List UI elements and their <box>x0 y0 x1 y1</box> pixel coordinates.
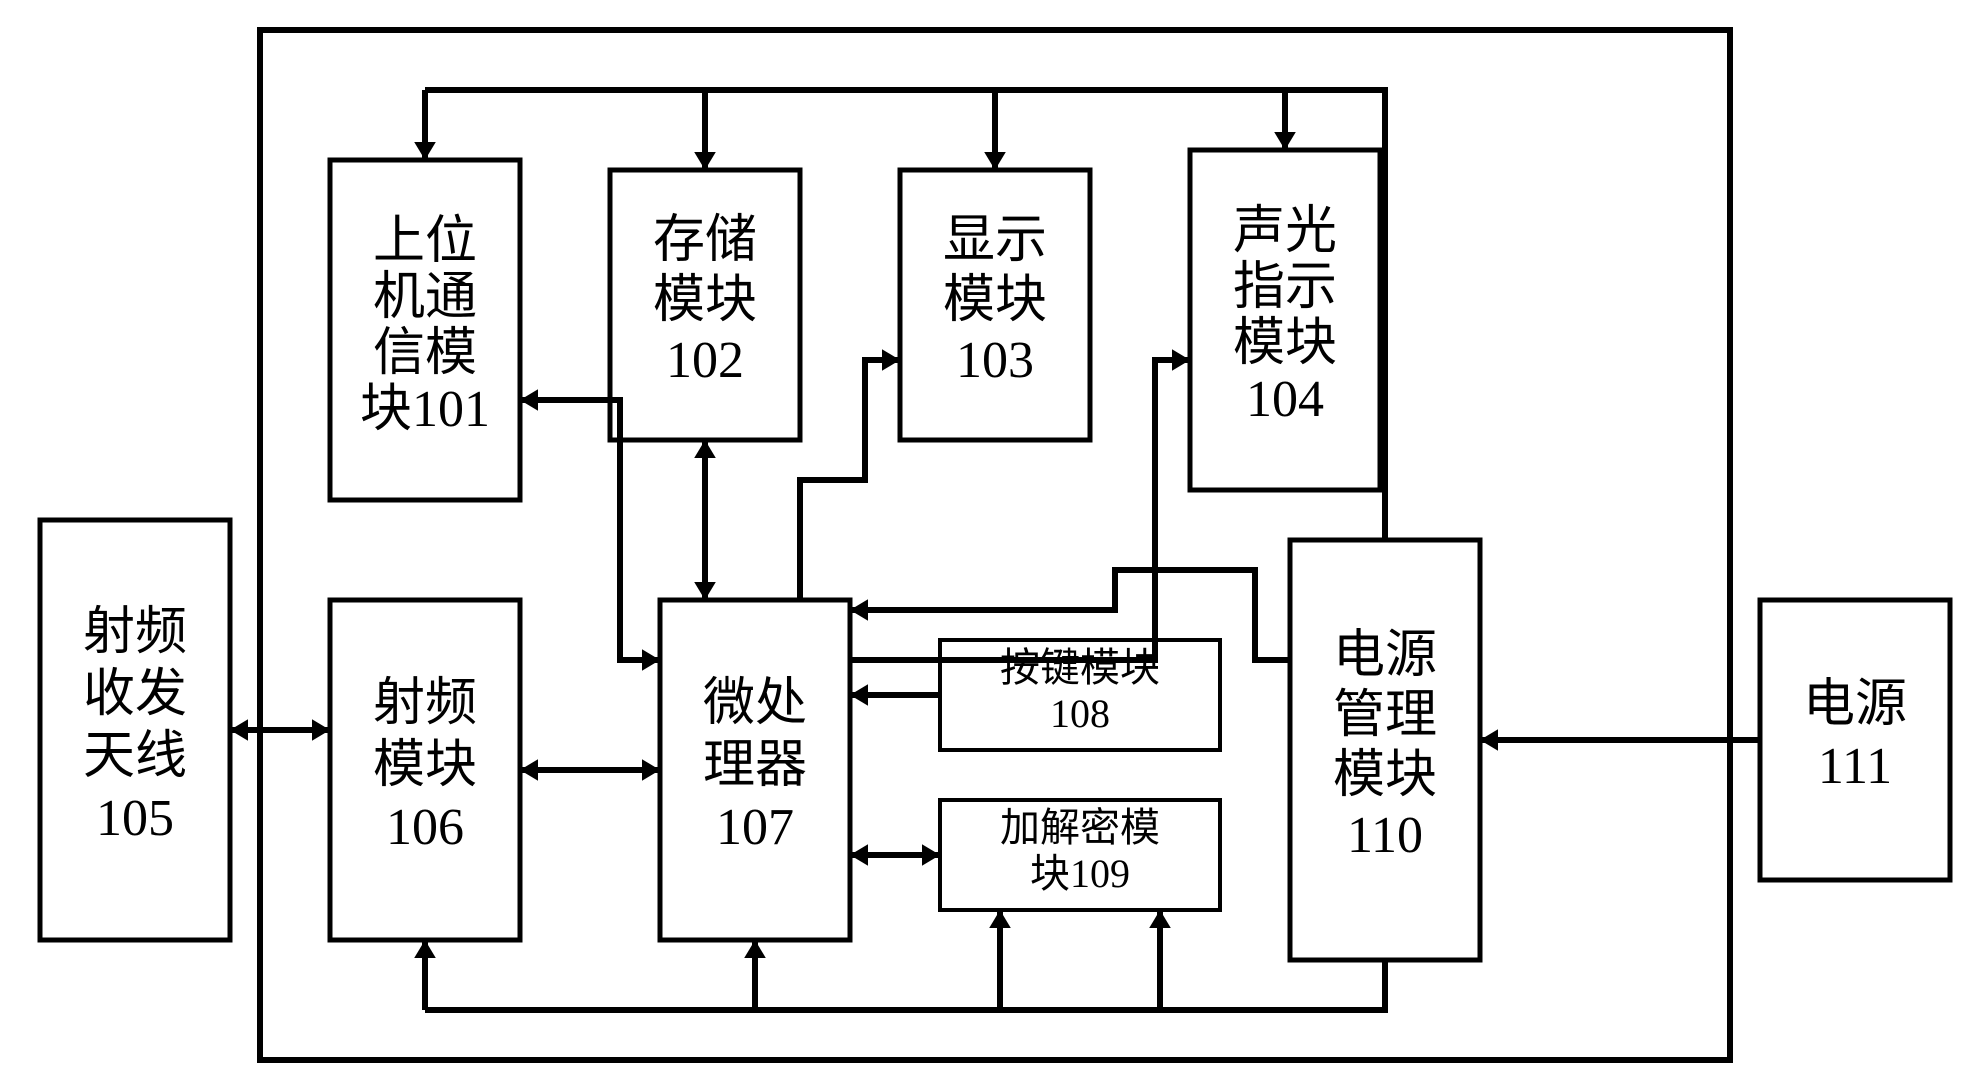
node-label: 声光 <box>1233 203 1337 260</box>
node-label: 天线 <box>83 728 187 785</box>
node-n104: 声光指示模块104 <box>1190 150 1380 490</box>
node-label: 111 <box>1818 738 1892 795</box>
node-n106: 射频模块106 <box>330 600 520 940</box>
node-label: 105 <box>96 790 174 847</box>
node-label: 104 <box>1246 371 1324 428</box>
node-label: 模块 <box>653 272 757 329</box>
node-label: 模块 <box>1333 747 1437 804</box>
node-label: 块109 <box>1030 851 1130 896</box>
node-label: 存储 <box>653 212 757 269</box>
block-diagram: 上位机通信模块101存储模块102显示模块103声光指示模块104射频收发天线1… <box>0 0 1977 1086</box>
node-label: 模块 <box>373 737 477 794</box>
node-label: 电源 <box>1333 627 1437 684</box>
node-label: 107 <box>716 799 794 856</box>
node-label: 机通 <box>373 269 477 326</box>
node-label: 上位 <box>373 213 477 270</box>
node-label: 射频 <box>83 604 187 661</box>
node-label: 指示 <box>1233 259 1337 316</box>
node-n110: 电源管理模块110 <box>1290 540 1480 960</box>
node-n103: 显示模块103 <box>900 170 1090 440</box>
node-n102: 存储模块102 <box>610 170 800 440</box>
node-label: 110 <box>1347 807 1423 864</box>
node-label: 微处 <box>703 675 807 732</box>
node-label: 显示 <box>943 212 1047 269</box>
node-label: 按键模块 <box>1000 645 1160 690</box>
node-label: 射频 <box>373 675 477 732</box>
node-n111: 电源111 <box>1760 600 1950 880</box>
node-label: 收发 <box>83 666 187 723</box>
node-label: 108 <box>1050 691 1110 736</box>
node-n108: 按键模块108 <box>940 640 1220 750</box>
node-label: 块101 <box>360 381 490 438</box>
node-n105: 射频收发天线105 <box>40 520 230 940</box>
node-n107: 微处理器107 <box>660 600 850 940</box>
node-n101: 上位机通信模块101 <box>330 160 520 500</box>
node-n109: 加解密模块109 <box>940 800 1220 910</box>
node-label: 103 <box>956 332 1034 389</box>
node-label: 电源 <box>1803 676 1907 733</box>
node-label: 模块 <box>943 272 1047 329</box>
node-label: 102 <box>666 332 744 389</box>
node-label: 加解密模 <box>1000 805 1160 850</box>
node-label: 信模 <box>373 325 477 382</box>
node-label: 106 <box>386 799 464 856</box>
node-label: 理器 <box>703 737 807 794</box>
node-label: 模块 <box>1233 315 1337 372</box>
node-label: 管理 <box>1333 687 1437 744</box>
